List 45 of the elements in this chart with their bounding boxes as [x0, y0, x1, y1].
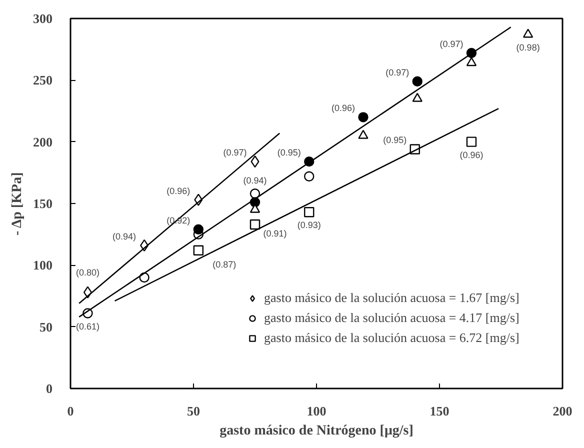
y-tick-label: 0 — [46, 381, 52, 396]
point — [304, 171, 314, 182]
annotation: (0.97) — [223, 148, 247, 158]
x-axis-title: gasto másico de Nitrógeno [μg/s] — [220, 424, 414, 438]
x-tick-label: 200 — [552, 404, 572, 418]
annotation: (0.91) — [263, 228, 287, 238]
point — [304, 207, 314, 218]
annotation: (0.93) — [297, 220, 321, 230]
y-tick-label: 100 — [33, 258, 52, 273]
annotation: (0.98) — [516, 42, 540, 53]
annotation: (0.80) — [76, 267, 100, 278]
point — [358, 112, 368, 122]
annotation: (0.97) — [440, 39, 464, 50]
y-axis-title: - Δp [KPa] — [10, 172, 25, 236]
point — [412, 76, 422, 86]
point — [412, 92, 422, 102]
annotation: (0.96) — [460, 150, 484, 160]
annotation: (0.96) — [166, 186, 190, 196]
annotation: (0.61) — [76, 321, 100, 332]
legend-label: gasto másico de la solución acuosa = 6.72 [mg/s] — [264, 330, 520, 346]
y-tick-label: 150 — [33, 196, 52, 211]
x-tick-label: 100 — [306, 404, 326, 418]
annotation: (0.94) — [112, 231, 136, 242]
annotation: (0.95) — [383, 135, 407, 146]
annotation: (0.94) — [243, 176, 267, 186]
x-tick-label: 150 — [430, 404, 450, 418]
point — [358, 130, 368, 139]
y-tick-label: 300 — [33, 11, 52, 26]
y-tick-label: 250 — [33, 72, 52, 88]
point — [522, 28, 534, 38]
x-tick-label: 50 — [187, 404, 200, 418]
annotation: (0.87) — [212, 259, 236, 270]
x-tick-label: 0 — [67, 404, 74, 418]
point — [250, 219, 260, 230]
annotation: (0.97) — [386, 67, 410, 78]
annotation: (0.95) — [277, 148, 301, 158]
annotation: (0.96) — [331, 103, 355, 114]
legend-label: gasto másico de la solución acuosa = 4.17 [mg/s] — [264, 310, 520, 326]
y-tick-label: 200 — [33, 134, 52, 150]
point — [466, 57, 477, 66]
point — [193, 245, 204, 256]
y-tick-label: 50 — [40, 319, 52, 334]
legend-label: gasto másico de la solución acuosa = 1.67 [mg/s] — [264, 290, 520, 306]
point — [466, 136, 477, 147]
point — [193, 224, 204, 234]
